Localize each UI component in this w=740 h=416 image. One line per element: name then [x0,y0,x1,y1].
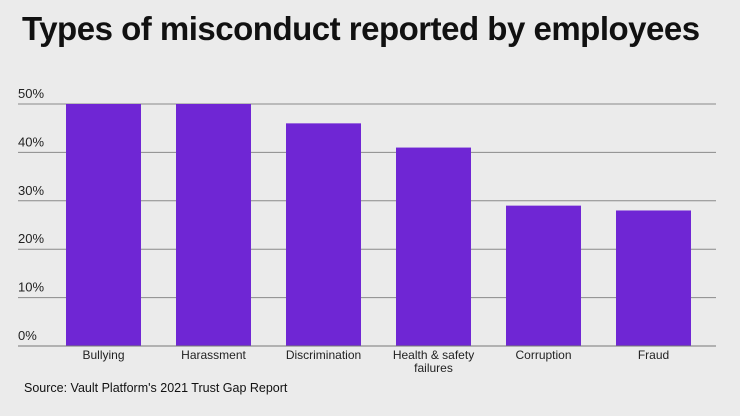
y-tick-label: 10% [18,280,44,295]
y-tick-label: 0% [18,328,37,343]
y-tick-label: 50% [18,86,44,101]
source-note: Source: Vault Platform's 2021 Trust Gap … [24,381,288,395]
x-tick-label: Bullying [82,348,124,362]
x-tick-label: Fraud [638,348,669,362]
x-tick-label: failures [414,361,453,375]
x-tick-label: Discrimination [286,348,361,362]
x-tick-label: Harassment [181,348,246,362]
y-tick-label: 30% [18,183,44,198]
y-tick-label: 40% [18,134,44,149]
bar [396,147,471,346]
bar [286,123,361,346]
bar [66,104,141,346]
chart-title: Types of misconduct reported by employee… [22,10,700,47]
x-tick-label: Corruption [515,348,571,362]
bar [176,104,251,346]
y-tick-label: 20% [18,231,44,246]
bar [506,205,581,346]
x-tick-label: Health & safety [393,348,474,362]
bar [616,210,691,346]
